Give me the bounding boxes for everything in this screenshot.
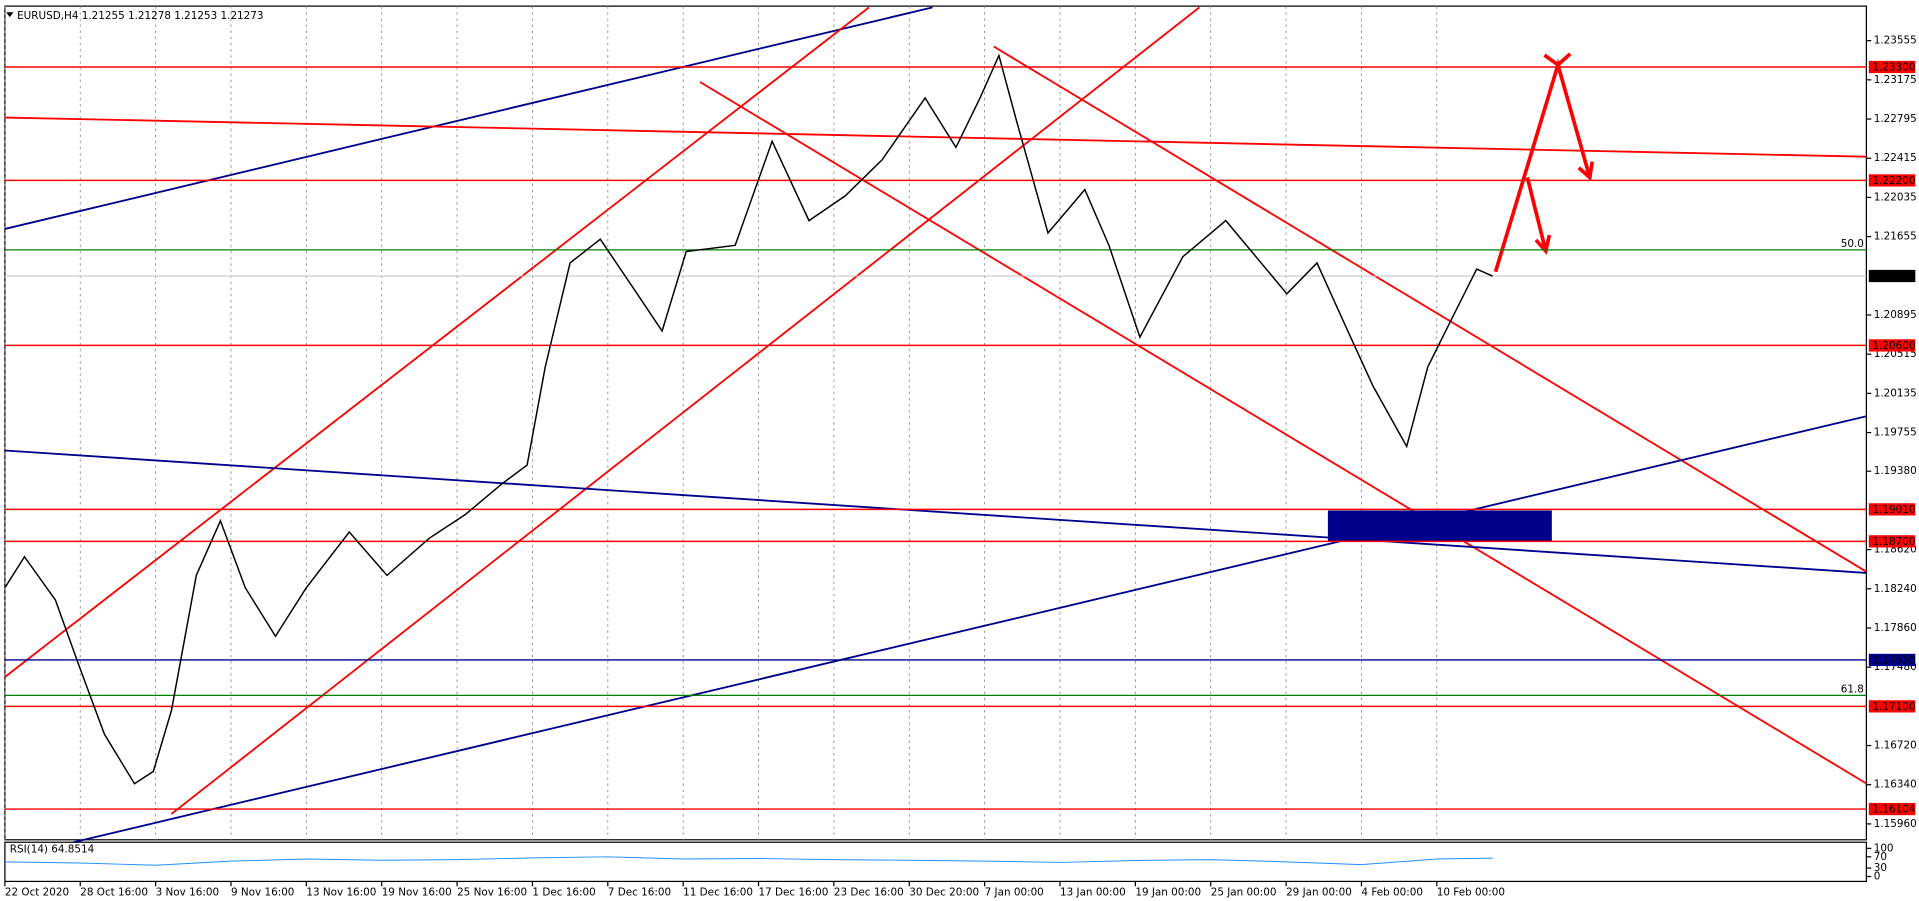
price-line bbox=[4, 53, 1493, 785]
forecast-arrow bbox=[1525, 177, 1548, 252]
fib-label: 50.0 bbox=[1841, 238, 1864, 250]
level-tag bbox=[1868, 700, 1916, 713]
arrow-head bbox=[1577, 161, 1595, 182]
drawings bbox=[4, 6, 1867, 844]
x-tick-label: 28 Oct 16:00 bbox=[80, 886, 148, 898]
x-tick-label: 22 Oct 2020 bbox=[5, 886, 69, 898]
chart-title: EURUSD,H4 1.21255 1.21278 1.21253 1.2127… bbox=[17, 10, 263, 22]
x-tick-label: 19 Jan 00:00 bbox=[1135, 886, 1201, 898]
y-tick-label: 1.16720 bbox=[1874, 740, 1917, 752]
level-tag bbox=[1868, 503, 1916, 516]
level-label: 1.18700 bbox=[1872, 536, 1915, 548]
menu-arrow bbox=[6, 12, 14, 18]
y-tick-label: 1.20895 bbox=[1874, 309, 1917, 321]
x-tick-label: 9 Nov 16:00 bbox=[231, 886, 294, 898]
y-tick-label: 1.21655 bbox=[1874, 231, 1917, 243]
x-tick-label: 25 Nov 16:00 bbox=[457, 886, 527, 898]
trend-line bbox=[4, 6, 870, 678]
y-tick-label: 1.23175 bbox=[1874, 74, 1917, 86]
x-tick-label: 19 Nov 16:00 bbox=[382, 886, 452, 898]
trend-line bbox=[170, 6, 1200, 815]
x-tick-label: 10 Feb 00:00 bbox=[1437, 886, 1505, 898]
rsi-title: RSI(14) 64.8514 bbox=[10, 844, 95, 856]
level-label: 1.20600 bbox=[1872, 340, 1915, 352]
y-tick-label: 1.16340 bbox=[1874, 779, 1917, 791]
level-label: 1.23300 bbox=[1872, 62, 1915, 74]
y-tick-label: 1.22035 bbox=[1874, 191, 1917, 203]
y-tick-label: 1.19380 bbox=[1874, 465, 1917, 477]
grid bbox=[4, 6, 1438, 840]
y-tick-label: 1.18240 bbox=[1874, 583, 1917, 595]
y-tick-label: 1.19755 bbox=[1874, 427, 1917, 439]
y-tick-label: 1.23555 bbox=[1874, 35, 1917, 47]
arrow-head bbox=[1543, 52, 1572, 68]
level-tag bbox=[1868, 174, 1916, 187]
x-tick-label: 4 Feb 00:00 bbox=[1361, 886, 1423, 898]
current-tag bbox=[1868, 269, 1916, 283]
current-label: 1.21273 bbox=[1872, 271, 1915, 283]
x-tick-label: 3 Nov 16:00 bbox=[156, 886, 219, 898]
y-tick-label: 1.22415 bbox=[1874, 152, 1917, 164]
x-tick-label: 11 Dec 16:00 bbox=[683, 886, 753, 898]
y-tick-label: 1.22795 bbox=[1874, 113, 1917, 125]
y-tick-label: 100 bbox=[1874, 842, 1894, 854]
y-tick-label: 1.20135 bbox=[1874, 387, 1917, 399]
rsi-line bbox=[4, 856, 1493, 866]
trend-line bbox=[4, 449, 1867, 574]
trend-line bbox=[4, 116, 1867, 158]
y-tick-label: 1.15960 bbox=[1874, 818, 1917, 830]
x-tick-label: 13 Nov 16:00 bbox=[306, 886, 376, 898]
support-zone bbox=[1327, 510, 1552, 542]
arrow-head bbox=[1534, 234, 1552, 255]
y-tick-label: 30 bbox=[1874, 862, 1887, 874]
level-label: 1.19010 bbox=[1872, 504, 1915, 516]
x-tick-label: 23 Dec 16:00 bbox=[834, 886, 904, 898]
x-tick-label: 17 Dec 16:00 bbox=[759, 886, 829, 898]
trend-line bbox=[73, 415, 1867, 844]
level-label: 1.16104 bbox=[1872, 804, 1915, 816]
level-tag bbox=[1868, 60, 1916, 74]
y-tick-label: 70 bbox=[1874, 851, 1887, 863]
x-tick-label: 13 Jan 00:00 bbox=[1060, 886, 1126, 898]
x-tick-label: 30 Dec 20:00 bbox=[909, 886, 979, 898]
level-tag bbox=[1868, 653, 1916, 667]
level-label: 1.17100 bbox=[1872, 701, 1915, 713]
level-tag bbox=[1868, 802, 1916, 816]
y-tick-label: 0 bbox=[1874, 871, 1881, 883]
trend-line bbox=[4, 6, 933, 230]
x-tick-label: 7 Jan 00:00 bbox=[985, 886, 1044, 898]
level-label: 1.17550 bbox=[1872, 655, 1915, 667]
x-tick-label: 7 Dec 16:00 bbox=[608, 886, 671, 898]
level-tag bbox=[1868, 339, 1916, 352]
y-tick-label: 1.17860 bbox=[1874, 622, 1917, 634]
fib-label: 61.8 bbox=[1841, 683, 1864, 695]
level-tag bbox=[1868, 535, 1916, 548]
x-tick-label: 1 Dec 16:00 bbox=[532, 886, 595, 898]
trend-line bbox=[993, 45, 1867, 573]
trend-line bbox=[699, 81, 1867, 785]
level-label: 1.22200 bbox=[1872, 175, 1915, 187]
x-tick-label: 29 Jan 00:00 bbox=[1286, 886, 1352, 898]
x-tick-label: 25 Jan 00:00 bbox=[1211, 886, 1277, 898]
